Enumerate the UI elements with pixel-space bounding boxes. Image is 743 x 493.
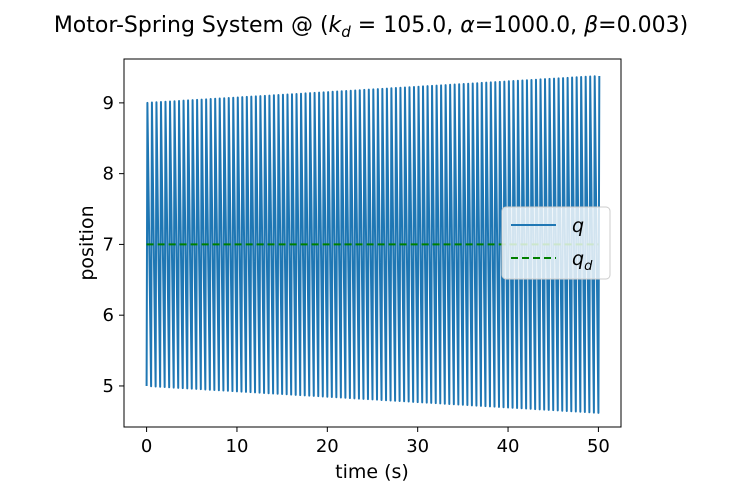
x-tick-label: 0 (141, 436, 152, 457)
y-tick-label: 5 (103, 376, 114, 397)
chart-title: Motor-Spring System @ (kd = 105.0, α=100… (54, 13, 688, 41)
x-tick-label: 30 (406, 436, 429, 457)
y-tick-label: 9 (103, 93, 114, 114)
legend: q qd (501, 206, 611, 280)
legend-label-q: q (572, 215, 584, 237)
x-tick-label: 40 (497, 436, 520, 457)
y-axis-label: position (76, 205, 98, 280)
y-tick-label: 6 (103, 305, 114, 326)
legend-label-qd: qd (572, 248, 593, 274)
x-tick-label: 20 (316, 436, 339, 457)
x-tick-label: 10 (226, 436, 249, 457)
x-tick-label: 50 (587, 436, 610, 457)
x-axis: 0 10 20 30 40 50 (141, 427, 610, 457)
plot-frame (123, 58, 622, 428)
legend-box (501, 206, 611, 280)
y-tick-label: 8 (103, 164, 114, 185)
y-tick-label: 7 (103, 234, 114, 255)
x-axis-label: time (s) (335, 461, 409, 483)
y-axis: 5 6 7 8 9 (103, 93, 124, 397)
